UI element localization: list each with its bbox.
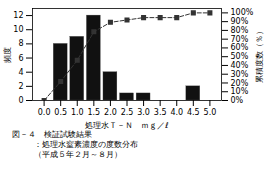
svg-text:6: 6 xyxy=(18,54,23,63)
svg-text:0.0: 0.0 xyxy=(38,108,51,117)
html-text:（平成５年２月～８月）: （平成５年２月～８月） xyxy=(34,150,122,159)
svg-text:4.0: 4.0 xyxy=(170,108,183,117)
svg-text:10: 10 xyxy=(13,25,23,34)
svg-text:90%: 90% xyxy=(231,17,249,26)
svg-text:40%: 40% xyxy=(231,61,249,70)
svg-text:4: 4 xyxy=(18,68,23,77)
svg-text:4.5: 4.5 xyxy=(187,108,200,117)
svg-text:3.0: 3.0 xyxy=(137,108,150,117)
svg-text:処理水Ｔ－Ｎ ｍｇ／ℓ: 処理水Ｔ－Ｎ ｍｇ／ℓ xyxy=(85,121,168,130)
svg-text:80%: 80% xyxy=(231,26,249,35)
svg-text:1.0: 1.0 xyxy=(71,108,84,117)
svg-text:0: 0 xyxy=(18,96,23,105)
svg-text:10%: 10% xyxy=(231,87,249,96)
svg-text:30%: 30% xyxy=(231,70,249,79)
svg-text:2: 2 xyxy=(18,82,23,91)
svg-text:2.5: 2.5 xyxy=(121,108,134,117)
svg-text:累積度数（％）: 累積度数（％） xyxy=(255,27,264,83)
svg-text:12: 12 xyxy=(13,11,23,20)
svg-text:100%: 100% xyxy=(231,8,254,17)
svg-text:70%: 70% xyxy=(231,35,249,44)
svg-text:20%: 20% xyxy=(231,79,249,88)
svg-text:0.5: 0.5 xyxy=(54,108,67,117)
html-text:：処理水窒素濃度の度数分布: ：処理水窒素濃度の度数分布 xyxy=(26,140,138,149)
svg-text:3.5: 3.5 xyxy=(154,108,167,117)
html-text:図－４ 検証試験結果: 図－４ 検証試験結果 xyxy=(12,130,92,139)
svg-text:1.5: 1.5 xyxy=(87,108,100,117)
svg-text:50%: 50% xyxy=(231,52,249,61)
svg-text:8: 8 xyxy=(18,39,23,48)
svg-text:0%: 0% xyxy=(231,96,244,105)
svg-text:60%: 60% xyxy=(231,43,249,52)
svg-text:2.0: 2.0 xyxy=(104,108,117,117)
svg-text:頻度: 頻度 xyxy=(3,47,12,63)
svg-text:5.0: 5.0 xyxy=(204,108,217,117)
